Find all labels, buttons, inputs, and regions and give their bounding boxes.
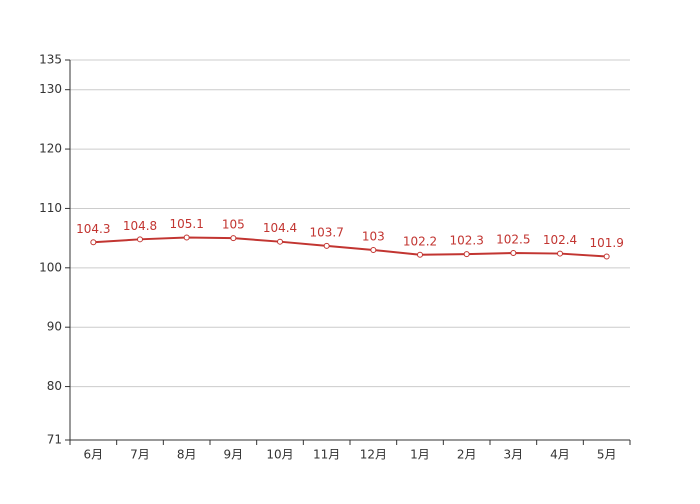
point <box>557 250 563 257</box>
point <box>183 234 190 241</box>
point <box>137 236 143 243</box>
x-tick-label: 11月 <box>313 448 340 462</box>
y-tick-label: 100 <box>39 260 62 274</box>
data-label: 101.9 <box>589 236 623 250</box>
x-tick-label: 10月 <box>266 448 293 462</box>
x-tick-label: 7月 <box>130 448 150 462</box>
data-label: 103.7 <box>309 225 343 239</box>
y-tick-label: 135 <box>39 53 62 67</box>
data-label: 102.2 <box>403 234 437 248</box>
x-tick-label: 4月 <box>550 448 570 462</box>
y-tick-label: 80 <box>47 379 62 393</box>
point <box>603 253 610 260</box>
x-tick-label: 2月 <box>457 448 477 462</box>
point <box>277 238 283 245</box>
y-tick-label: 71 <box>47 433 62 447</box>
x-tick-label: 8月 <box>177 448 197 462</box>
point <box>370 247 377 253</box>
x-tick-label: 3月 <box>504 448 524 462</box>
x-tick-label: 1月 <box>410 448 430 462</box>
y-tick-label: 130 <box>39 82 62 96</box>
data-label: 104.3 <box>76 222 110 236</box>
data-label: 104.4 <box>263 221 297 235</box>
x-tick-label: 5月 <box>597 448 617 462</box>
y-tick-label: 120 <box>39 142 62 156</box>
x-tick-label: 9月 <box>224 448 244 462</box>
data-label: 105.1 <box>169 217 203 231</box>
x-tick-label: 6月 <box>84 448 104 462</box>
y-tick-label: 90 <box>47 320 62 334</box>
point <box>90 239 97 246</box>
point <box>463 251 470 258</box>
x-tick-label: 12月 <box>360 448 387 462</box>
data-label: 104.8 <box>123 219 157 233</box>
data-label: 102.5 <box>496 232 530 246</box>
point <box>417 251 423 258</box>
data-label: 102.3 <box>449 234 483 248</box>
data-label: 103 <box>362 230 385 244</box>
point <box>230 235 237 242</box>
data-label: 102.4 <box>543 233 577 247</box>
point <box>510 249 517 256</box>
line <box>93 236 607 258</box>
y-tick-label: 110 <box>39 201 62 215</box>
data-label: 105 <box>222 218 245 232</box>
point <box>323 242 330 249</box>
